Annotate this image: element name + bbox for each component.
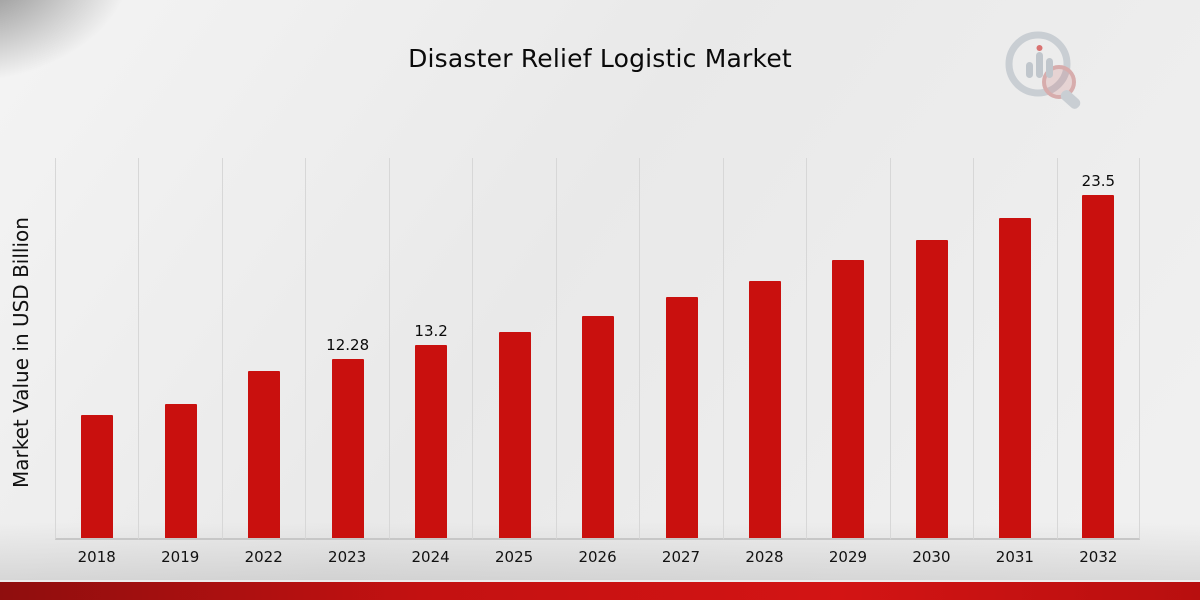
gridline-cell — [472, 158, 556, 540]
bar-2023: 12.28 — [326, 336, 369, 538]
bar-2028 — [748, 280, 781, 538]
bar-2026 — [582, 315, 615, 538]
gridline-cell — [806, 158, 890, 540]
chart-column: 2022 — [221, 158, 306, 578]
gridline-cell: 12.28 — [305, 158, 389, 540]
bar-chart-magnifier-logo — [1005, 31, 1081, 109]
gridline-cell — [639, 158, 723, 540]
x-tick-label-2030: 2030 — [912, 548, 951, 566]
gridline-cell: 13.2 — [388, 158, 473, 540]
y-axis-label: Market Value in USD Billion — [9, 217, 33, 489]
bar-2024: 13.2 — [414, 322, 448, 538]
chart-column: 2030 — [889, 158, 974, 578]
chart-column: 23.5 2032 — [1056, 158, 1141, 578]
chart-column: 13.2 2024 — [388, 158, 473, 578]
bar-2019 — [164, 403, 197, 538]
chart-column: 2028 — [722, 158, 807, 578]
gridline-cell — [722, 158, 807, 540]
x-tick-label-2027: 2027 — [661, 548, 701, 566]
gridline-cell — [221, 158, 306, 540]
x-tick-label-2028: 2028 — [745, 548, 784, 566]
x-tick-label-2032: 2032 — [1079, 548, 1118, 566]
bar-2022 — [248, 371, 281, 538]
bar-2032: 23.5 — [1082, 172, 1115, 538]
bottom-red-band-decoration — [0, 580, 1200, 600]
chart-column: 2031 — [973, 158, 1057, 578]
bar-2031 — [999, 217, 1032, 538]
x-tick-label-2026: 2026 — [578, 548, 617, 566]
value-label-2023: 12.28 — [326, 335, 370, 354]
gridline-cell — [889, 158, 974, 540]
x-tick-label-2031: 2031 — [995, 548, 1034, 566]
gridline-cell — [973, 158, 1057, 540]
bar-2030 — [915, 239, 948, 538]
gridline-cell — [555, 158, 640, 540]
gridline-cell — [55, 158, 139, 540]
chart-column: 2018 — [55, 158, 139, 578]
x-tick-label-2022: 2022 — [244, 548, 283, 566]
chart-column: 2019 — [138, 158, 222, 578]
bar-2027 — [665, 296, 698, 538]
x-tick-label-2023: 2023 — [328, 548, 367, 566]
chart-column: 2026 — [555, 158, 640, 578]
value-label-2032: 23.5 — [1081, 171, 1116, 190]
gridline-cell — [138, 158, 222, 540]
chart-column: 2027 — [639, 158, 723, 578]
bar-2029 — [832, 260, 865, 538]
bar-2018 — [81, 415, 114, 538]
chart-column: 2025 — [472, 158, 556, 578]
plot-area: 2018 2019 2022 12.28 2023 13.2 2024 2025 2026 202… — [55, 158, 1141, 578]
gridline-cell: 23.5 — [1056, 158, 1141, 540]
x-tick-label-2029: 2029 — [828, 548, 868, 566]
chart-title: Disaster Relief Logistic Market — [408, 44, 792, 73]
value-label-2024: 13.2 — [414, 322, 448, 341]
chart-column: 12.28 2023 — [305, 158, 389, 578]
bar-2025 — [498, 331, 531, 538]
x-tick-label-2024: 2024 — [411, 548, 450, 566]
x-tick-label-2018: 2018 — [77, 548, 116, 566]
chart-column: 2029 — [806, 158, 890, 578]
x-tick-label-2025: 2025 — [494, 548, 534, 566]
x-tick-label-2019: 2019 — [161, 548, 200, 566]
